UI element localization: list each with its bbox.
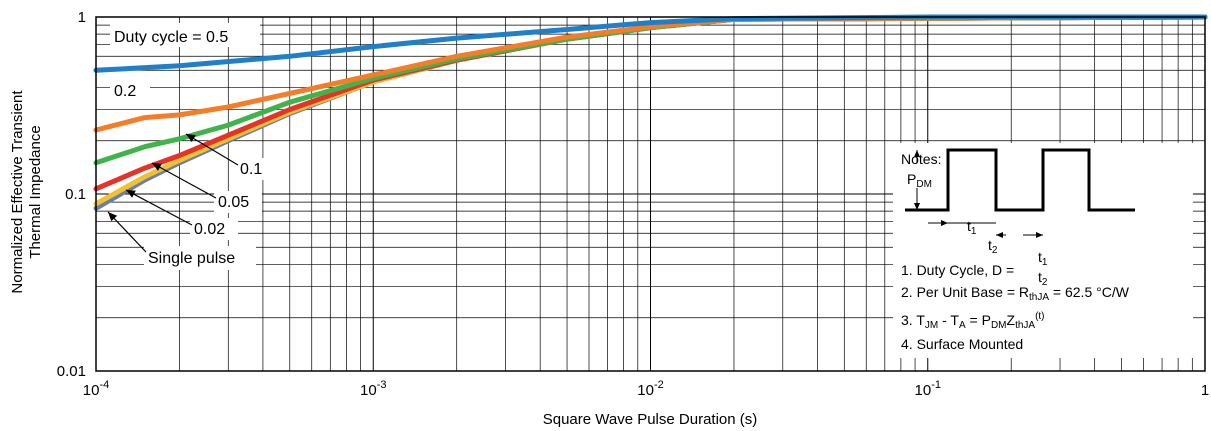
curve-label-arrowhead xyxy=(126,190,136,198)
x-axis-label: Square Wave Pulse Duration (s) xyxy=(543,411,758,428)
notes-box: Notes: PDM t1 t2 1. Duty Cycle, D = t1 t… xyxy=(893,143,1193,358)
curve-label-bg xyxy=(110,80,150,102)
pulse-diagram xyxy=(905,148,1135,238)
series-line-0-2 xyxy=(93,14,1208,133)
pdm-arrowhead-bottom xyxy=(914,203,920,210)
curve-label: 0.02 xyxy=(194,221,225,238)
x-tick-label: 10-4 xyxy=(83,379,109,399)
note-per-unit-base: 2. Per Unit Base = RthJA = 62.5 °C/W xyxy=(901,284,1129,303)
y-axis-label-line2: Thermal Impedance xyxy=(27,125,44,258)
curve-label-arrow xyxy=(151,162,217,199)
curve-label-bg xyxy=(144,246,256,270)
curve-label: 0.05 xyxy=(218,194,249,211)
curve-labels: Duty cycle = 0.5 0.2 0.1 0.05 0.02 Single pul… xyxy=(107,23,272,270)
curve-label-bg xyxy=(190,218,238,240)
curve-label-arrowhead xyxy=(108,212,118,222)
notes-title: Notes: xyxy=(901,151,942,167)
pulse-waveform xyxy=(905,148,1135,212)
tick-labels: 10-4 10-3 10-2 10-1 1 1 0.1 0.01 xyxy=(57,9,1209,399)
t1-arrowhead xyxy=(941,220,948,226)
curve-label-bg xyxy=(110,23,260,47)
curve-label-bg xyxy=(236,158,272,180)
plot-frame xyxy=(95,16,1206,372)
curve-label-arrowhead xyxy=(186,134,196,143)
x-tick-label: 10-3 xyxy=(360,379,386,399)
note-duty-cycle: 1. Duty Cycle, D = xyxy=(901,262,1015,278)
t2-arrowhead-left xyxy=(996,232,1003,238)
pdm-arrowhead-top xyxy=(914,150,920,157)
x-tick-label: 10-2 xyxy=(637,379,663,399)
curve-label-arrowhead xyxy=(152,163,162,171)
curve-label: 0.2 xyxy=(114,83,136,100)
curve-label: Duty cycle = 0.5 xyxy=(114,29,228,46)
t2-arrowhead-right xyxy=(1036,232,1043,238)
curve-label-arrow xyxy=(107,211,147,253)
curve-label: 0.1 xyxy=(240,161,262,178)
t1-label: t1 xyxy=(967,218,977,237)
note-surface-mounted: 4. Surface Mounted xyxy=(901,336,1024,352)
curve-label-bg xyxy=(214,191,262,213)
y-tick-label: 0.01 xyxy=(57,363,86,380)
y-tick-label: 0.1 xyxy=(65,186,86,203)
note-duty-fraction-den: t2 xyxy=(1038,269,1048,288)
pdm-label: PDM xyxy=(907,171,932,190)
x-tick-label: 10-1 xyxy=(915,379,941,399)
t2-label: t2 xyxy=(988,237,998,256)
note-temperature-formula: 3. TJM - TA = PDMZthJA(t) xyxy=(901,311,1045,331)
note-duty-fraction-num: t1 xyxy=(1038,249,1048,268)
curve-label-arrow xyxy=(185,133,239,166)
y-tick-label: 1 xyxy=(78,9,86,26)
x-tick-label: 1 xyxy=(1201,382,1209,399)
curve-label: Single pulse xyxy=(148,250,235,267)
y-axis-label-line1: Normalized Effective Transient xyxy=(9,90,26,294)
curve-label-arrow xyxy=(125,189,193,226)
